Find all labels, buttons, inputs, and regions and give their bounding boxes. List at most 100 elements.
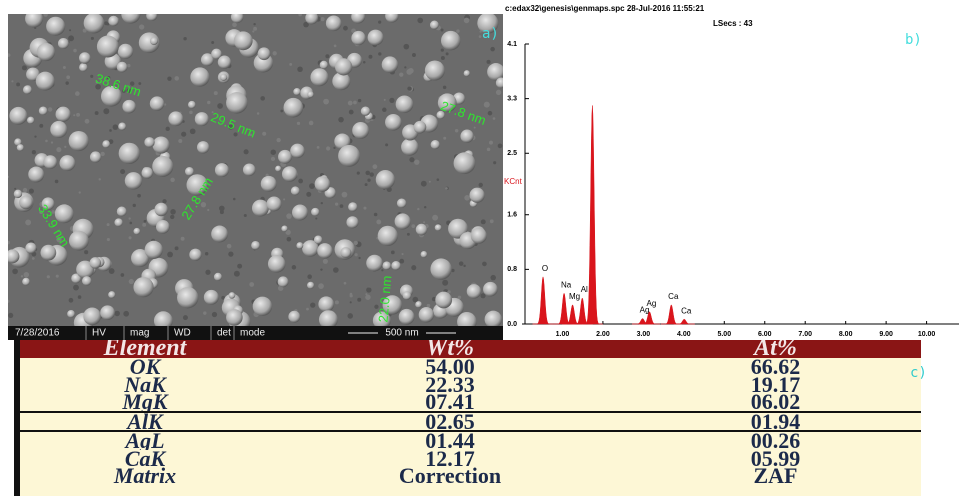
- texture-dot: [458, 296, 461, 299]
- table-cell: 00.26: [630, 432, 921, 450]
- info-label: HV: [92, 328, 106, 339]
- table-cell: 05.99: [630, 450, 921, 468]
- texture-dot: [309, 183, 315, 189]
- texture-dot: [487, 60, 491, 64]
- particle: [485, 311, 502, 328]
- texture-dot: [344, 282, 347, 285]
- spectrum-peak: [661, 305, 682, 324]
- particle: [267, 196, 282, 211]
- particle: [366, 255, 383, 272]
- particle: [282, 166, 297, 181]
- texture-dot: [144, 220, 147, 223]
- texture-dot: [376, 219, 381, 224]
- particle: [320, 61, 328, 69]
- texture-dot: [437, 178, 440, 181]
- texture-dot: [474, 127, 476, 129]
- texture-dot: [289, 63, 292, 66]
- texture-dot: [479, 183, 483, 187]
- texture-dot: [323, 99, 329, 105]
- texture-dot: [283, 198, 285, 200]
- texture-dot: [417, 18, 423, 24]
- particle: [290, 144, 305, 159]
- table-cell: 66.62: [630, 358, 921, 376]
- texture-dot: [12, 269, 18, 275]
- texture-dot: [391, 250, 395, 254]
- texture-dot: [409, 157, 414, 162]
- texture-dot: [306, 192, 311, 197]
- particle: [117, 62, 128, 73]
- texture-dot: [357, 172, 360, 175]
- table-row: AgL01.4400.26: [20, 432, 921, 450]
- particle: [9, 107, 27, 125]
- particle: [102, 140, 110, 148]
- texture-dot: [128, 217, 130, 219]
- texture-dot: [56, 147, 61, 152]
- texture-dot: [365, 295, 370, 300]
- texture-dot: [443, 137, 446, 140]
- texture-dot: [16, 83, 20, 87]
- info-label: mode: [240, 328, 265, 339]
- texture-dot: [47, 275, 50, 278]
- texture-dot: [127, 64, 130, 67]
- particle: [25, 242, 36, 253]
- peak-label: Al: [581, 285, 588, 294]
- texture-dot: [385, 143, 388, 146]
- y-tick-label: 0.8: [507, 266, 517, 273]
- peak-label: O: [542, 264, 548, 273]
- texture-dot: [338, 117, 344, 123]
- texture-dot: [120, 169, 125, 174]
- particle: [215, 163, 229, 177]
- texture-dot: [271, 157, 275, 161]
- texture-dot: [488, 111, 493, 116]
- panel-label: c): [910, 365, 927, 381]
- texture-dot: [101, 152, 105, 156]
- texture-dot: [490, 47, 494, 51]
- texture-dot: [66, 75, 70, 79]
- texture-dot: [170, 178, 174, 182]
- peak-label: Ca: [668, 292, 679, 301]
- particle: [419, 307, 434, 322]
- texture-dot: [404, 66, 406, 68]
- texture-dot: [51, 141, 53, 143]
- particle: [195, 112, 209, 126]
- peak-label: Na: [561, 280, 572, 289]
- texture-dot: [424, 206, 426, 208]
- particle: [351, 31, 365, 45]
- texture-dot: [310, 302, 315, 307]
- texture-dot: [309, 121, 314, 126]
- particle: [118, 123, 126, 131]
- texture-dot: [39, 124, 43, 128]
- texture-dot: [181, 132, 186, 137]
- particle: [134, 228, 141, 235]
- particle: [14, 190, 22, 198]
- panel-label: a): [482, 26, 499, 42]
- texture-dot: [347, 313, 353, 319]
- particle: [243, 163, 256, 176]
- table-row: MgK07.4106.02: [20, 393, 921, 413]
- texture-dot: [407, 86, 411, 90]
- particle: [396, 95, 414, 113]
- particle: [117, 207, 127, 217]
- texture-dot: [321, 202, 323, 204]
- table-cell: 07.41: [270, 393, 630, 411]
- texture-dot: [498, 144, 503, 149]
- texture-dot: [298, 179, 303, 184]
- particle: [39, 106, 48, 115]
- texture-dot: [412, 53, 416, 57]
- y-axis-label: KCnt: [504, 177, 523, 186]
- table-cell: Matrix: [20, 467, 270, 485]
- texture-dot: [244, 214, 247, 217]
- texture-dot: [99, 178, 101, 180]
- table-cell: 22.33: [270, 376, 630, 394]
- texture-dot: [350, 301, 352, 303]
- table-cell: ZAF: [630, 467, 921, 485]
- particle: [119, 143, 140, 164]
- texture-dot: [139, 24, 144, 29]
- texture-dot: [107, 238, 110, 241]
- particle: [50, 121, 67, 138]
- info-label: mag: [130, 328, 149, 339]
- particle: [399, 309, 415, 325]
- header-cell: Element: [20, 340, 270, 358]
- texture-dot: [237, 264, 242, 269]
- table-row: MatrixCorrectionZAF: [20, 467, 921, 485]
